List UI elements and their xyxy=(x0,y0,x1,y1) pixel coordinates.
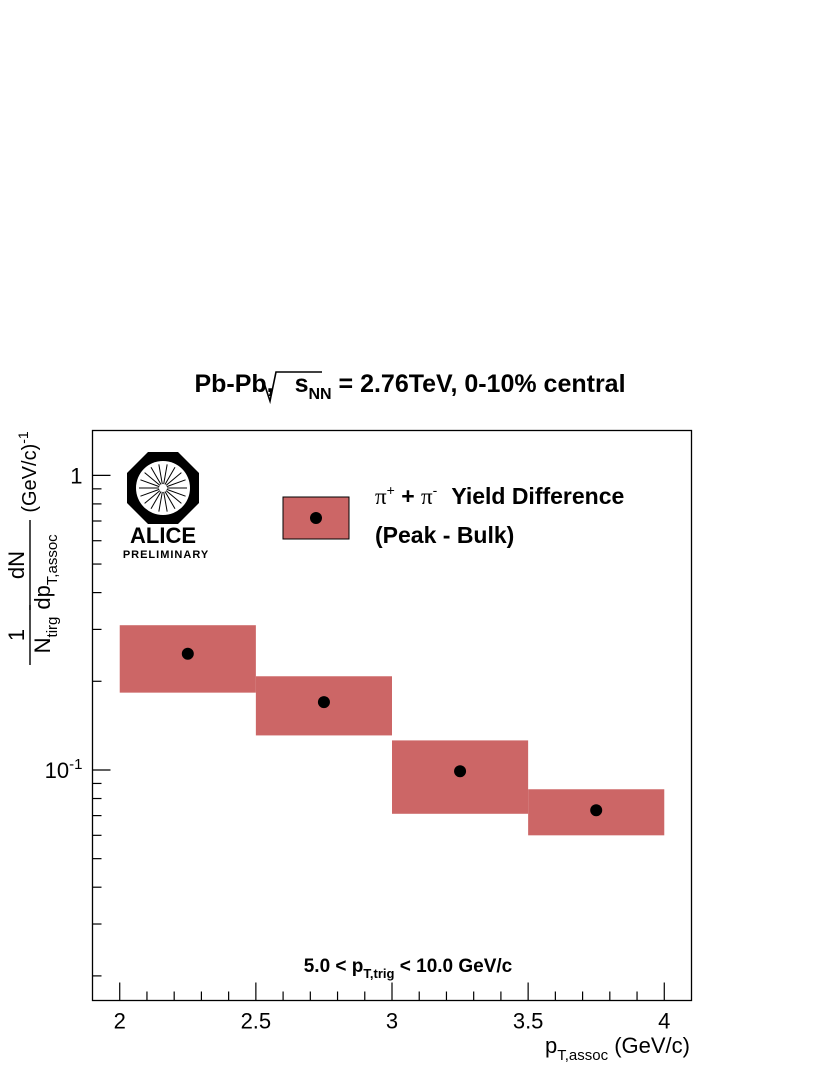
alice-spoke xyxy=(163,491,168,512)
y-label-den: Ntirg xyxy=(30,617,61,654)
y-axis-tick-labels: 1 10-1 xyxy=(45,463,83,783)
legend-label-line1: π+ + π- Yield Difference xyxy=(375,482,624,509)
alice-spoke xyxy=(166,488,186,497)
alice-logo-spokes xyxy=(139,464,187,512)
alice-spoke xyxy=(164,491,176,510)
alice-spoke xyxy=(164,466,176,485)
y-tick-label: 1 xyxy=(70,463,82,488)
x-axis-tick-labels: 2 2.5 3 3.5 4 xyxy=(114,1009,671,1034)
alice-logo-subtitle: PRELIMINARY xyxy=(123,549,209,561)
data-markers xyxy=(181,647,603,817)
alice-spoke xyxy=(140,488,160,497)
x-tick-label: 3.5 xyxy=(513,1009,544,1034)
x-tick-label: 2 xyxy=(114,1009,126,1034)
trigger-annotation: 5.0 < pT,trig < 10.0 GeV/c xyxy=(304,956,513,981)
data-point xyxy=(454,765,467,778)
legend-marker xyxy=(310,512,322,524)
alice-logo-name: ALICE xyxy=(130,523,196,548)
legend: π+ + π- Yield Difference (Peak - Bulk) xyxy=(282,482,624,548)
alice-spoke xyxy=(165,490,182,504)
systematic-boxes xyxy=(119,625,665,836)
x-tick-label: 2.5 xyxy=(241,1009,272,1034)
alice-spoke xyxy=(158,464,163,485)
data-point xyxy=(317,696,330,709)
alice-spoke xyxy=(165,472,182,486)
y-axis-label: 1 Ntirg dN dpT,assoc (GeV/c)-1 xyxy=(4,431,61,665)
alice-spoke xyxy=(144,490,161,504)
chart-title: Pb-Pb, sNN = 2.76TeV, 0-10% central xyxy=(194,370,625,403)
data-point xyxy=(181,647,194,660)
legend-label-line2: (Peak - Bulk) xyxy=(375,522,514,548)
y-label-dn: dN xyxy=(4,551,29,579)
alice-spoke xyxy=(166,479,186,488)
alice-spoke xyxy=(140,479,160,488)
x-tick-label: 3 xyxy=(386,1009,398,1034)
alice-spoke xyxy=(144,472,161,486)
alice-spoke xyxy=(150,491,162,510)
y-label-dp: dpT,assoc xyxy=(30,534,61,610)
alice-logo-inner-circle xyxy=(136,461,190,515)
alice-spoke xyxy=(158,491,163,512)
data-point xyxy=(590,804,603,817)
alice-spoke xyxy=(150,466,162,485)
x-tick-label: 4 xyxy=(658,1009,670,1034)
y-tick-label: 10-1 xyxy=(45,756,83,783)
y-label-unit: (GeV/c)-1 xyxy=(15,431,41,513)
sqrt-sign-icon xyxy=(261,371,322,405)
alice-spoke xyxy=(163,464,168,485)
y-axis-ticks xyxy=(92,474,111,977)
x-axis-label: pT,assoc (GeV/c) xyxy=(545,1033,690,1064)
alice-logo: ALICE PRELIMINARY xyxy=(123,452,209,561)
x-axis-ticks xyxy=(119,982,665,1001)
y-label-num: 1 xyxy=(4,629,29,641)
